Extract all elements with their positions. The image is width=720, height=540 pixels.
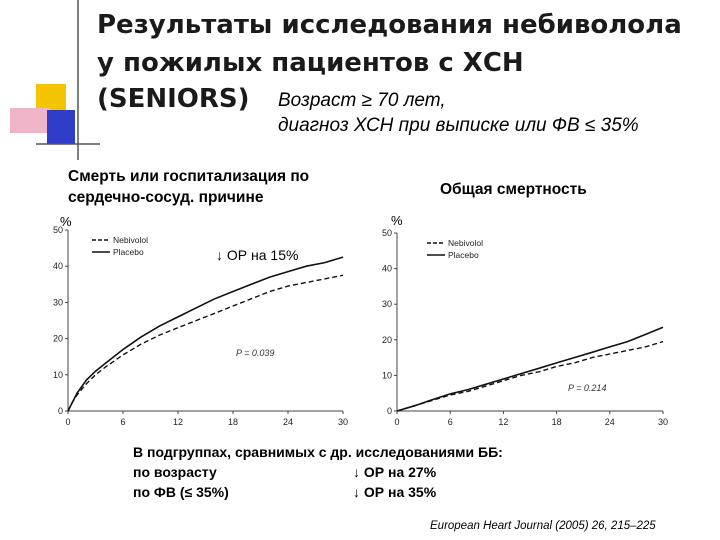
y-tick-label: 10 [53, 370, 63, 380]
series-line-nebivolol [67, 274, 344, 412]
legend-label-nebivolol: Nebivolol [113, 235, 148, 245]
x-tick-label: 6 [120, 417, 125, 427]
x-tick-label: 18 [228, 417, 238, 427]
subgroup-ef-label: по ФВ (≤ 35%) [133, 484, 229, 500]
legend-label-placebo: Placebo [113, 247, 144, 257]
subgroup-ef-text: ОР на 35% [363, 484, 437, 500]
x-tick-label: 24 [283, 417, 293, 427]
subtitle-line1: Возраст ≥ 70 лет, [278, 90, 446, 111]
subgroup-age-label: по возрасту [133, 464, 217, 480]
x-tick-label: 12 [498, 417, 508, 427]
slide-title-line3: (SENIORS) [97, 84, 250, 114]
down-arrow-icon: ↓ [353, 484, 360, 500]
slide-title-line2: у пожилых пациентов с ХСН [97, 48, 524, 78]
y-tick-label: 20 [53, 334, 63, 344]
x-tick-label: 0 [394, 417, 399, 427]
legend-label-placebo: Placebo [448, 250, 479, 260]
chart1-title-line1: Смерть или госпитализация по [68, 168, 310, 185]
y-tick-label: 40 [53, 261, 63, 271]
chart1: 0 10 20 30 40 50 0 6 12 18 24 30 Nebivolol Placebo P =… [53, 225, 348, 427]
series-line-placebo [67, 256, 344, 412]
down-arrow-icon: ↓ [216, 247, 223, 263]
y-tick-label: 50 [382, 228, 392, 238]
reference-citation: European Heart Journal (2005) 26, 215–22… [430, 520, 656, 532]
legend-label-nebivolol: Nebivolol [448, 238, 483, 248]
slide-title-line1: Результаты исследования небиволола [97, 10, 682, 40]
y-tick-label: 40 [382, 264, 392, 274]
x-tick-label: 24 [605, 417, 615, 427]
x-tick-label: 12 [173, 417, 183, 427]
subgroup-intro: В подгруппах, сравнимых с др. исследован… [133, 444, 503, 460]
subgroup-ef-value: ↓ ОР на 35% [353, 484, 436, 500]
chart1-title-line2: сердечно-сосуд. причине [68, 189, 264, 206]
x-tick-label: 0 [65, 417, 70, 427]
x-tick-label: 18 [552, 417, 562, 427]
risk-reduction-text: ОР на 15% [226, 247, 299, 263]
subtitle-line2: диагноз ХСН при выписке или ФВ ≤ 35% [278, 115, 639, 136]
series-line-placebo [396, 326, 664, 412]
y-tick-label: 10 [382, 370, 392, 380]
p-value: P = 0.214 [568, 383, 606, 393]
risk-reduction-main: ↓ ОР на 15% [216, 247, 298, 263]
x-tick-label: 30 [338, 417, 348, 427]
chart2: 0 10 20 30 40 50 0 6 12 18 24 30 Nebivolol Placebo P =… [382, 228, 668, 427]
subgroup-age-text: ОР на 27% [363, 464, 437, 480]
down-arrow-icon: ↓ [353, 464, 360, 480]
x-tick-label: 6 [448, 417, 453, 427]
p-value: P = 0.039 [236, 348, 274, 358]
chart2-ylabel: % [391, 213, 403, 228]
y-tick-label: 20 [382, 335, 392, 345]
decorative-squares [10, 0, 100, 160]
y-tick-label: 50 [53, 225, 63, 235]
chart1-ylabel: % [60, 214, 72, 229]
y-tick-label: 0 [387, 406, 392, 416]
y-tick-label: 30 [382, 299, 392, 309]
y-tick-label: 0 [58, 406, 63, 416]
series-line-nebivolol [396, 340, 664, 412]
blue-square [47, 110, 75, 144]
chart2-title: Общая смертность [440, 181, 587, 198]
subgroup-age-value: ↓ ОР на 27% [353, 464, 436, 480]
pink-square [10, 108, 50, 133]
y-tick-label: 30 [53, 297, 63, 307]
x-tick-label: 30 [658, 417, 668, 427]
